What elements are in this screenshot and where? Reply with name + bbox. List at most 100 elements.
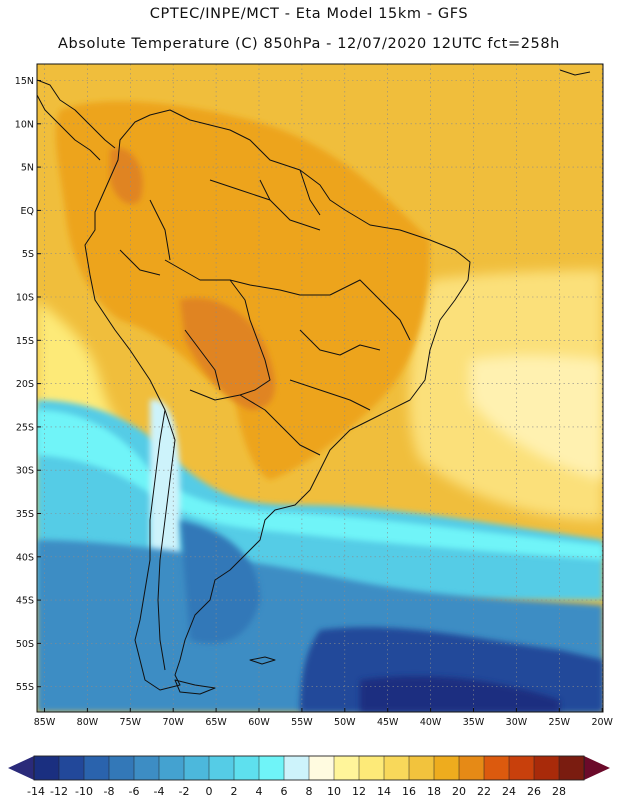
colorbar-box [383,755,410,781]
border-12 [119,249,161,276]
colorbar-label: -2 [179,785,190,798]
latitude-labels: 15N 10N 5N EQ 5S 10S 15S 20S 25S 30S 35S 40S 45S 50S 5… [15,76,41,693]
colorbar-box [158,755,185,781]
lat-label: 35S [16,509,34,520]
border-3 [239,394,321,456]
colorbar-label: -14 [27,785,45,798]
colorbar-boxes [33,755,585,781]
colorbar-box [183,755,210,781]
colorbar-box [358,755,385,781]
border-13 [259,179,271,201]
caribbean-island-1 [559,69,591,76]
temperature-field [37,64,603,712]
field-atlantic-pale [470,355,603,480]
field-land-warm [55,101,431,481]
colorbar-box [508,755,535,781]
colorbar-label: 24 [502,785,516,798]
lon-label: 80W [77,717,99,728]
colorbar-label: 4 [256,785,263,798]
central-america-south [37,94,101,161]
colorbar-label: -4 [154,785,165,798]
colorbar-box [533,755,560,781]
colorbar-box [408,755,435,781]
colorbar-label: 28 [552,785,566,798]
lon-label: 30W [506,717,528,728]
colorbar-outline [33,755,585,781]
lon-label: 75W [120,717,142,728]
lon-label: 65W [205,717,227,728]
colorbar-label: 0 [206,785,213,798]
title-line-2: Absolute Temperature (C) 850hPa - 12/07/… [58,36,560,52]
map-frame [36,63,604,713]
colorbar-box [558,755,585,781]
colorbar-label: 14 [377,785,391,798]
colorbar-box [58,755,85,781]
lat-label: 15S [16,336,34,347]
colorbar-box [133,755,160,781]
lat-label: 45S [16,596,34,607]
border-9 [329,279,411,341]
lon-label: 20W [591,717,613,728]
longitude-labels: 85W 80W 75W 70W 65W 60W 55W 50W 45W 40W 35W 30W 25W 2… [34,708,614,728]
lat-label: 5S [22,249,34,260]
border-14 [299,169,321,216]
lat-label: 50S [16,639,34,650]
lon-label: 50W [334,717,356,728]
colorbar-label: 26 [527,785,541,798]
colorbar-box [108,755,135,781]
colorbar-box [83,755,110,781]
colorbar-box [33,755,60,781]
colorbar-high-arrow [584,756,610,780]
falklands [249,656,276,665]
central-america-coast [37,79,116,149]
lon-label: 25W [549,717,571,728]
colorbar-box [233,755,260,781]
coastlines [37,69,591,695]
lat-label: 10N [15,119,34,130]
colorbar-box [308,755,335,781]
colorbar-label: 22 [477,785,491,798]
field-andes-north-hot [110,148,143,204]
colorbar-label: 16 [402,785,416,798]
lon-label: 55W [291,717,313,728]
colorbar: -14 -12 -10 -8 -6 -4 -2 0 2 4 6 8 10 12 14 16 18 20 22 24 26… [8,755,610,798]
lon-label: 85W [34,717,56,728]
border-10 [299,329,381,356]
lat-label: 15N [15,76,34,87]
colorbar-label: 18 [427,785,441,798]
field-deepest-blue [360,676,560,712]
colorbar-label: 6 [281,785,288,798]
lon-label: 45W [377,717,399,728]
colorbar-box [333,755,360,781]
lon-label: 60W [248,717,270,728]
colorbar-label: -6 [129,785,140,798]
border-5 [184,329,221,391]
colorbar-low-arrow [8,756,34,780]
border-2 [229,279,271,396]
lon-label: 70W [162,717,184,728]
colorbar-labels: -14 -12 -10 -8 -6 -4 -2 0 2 4 6 8 10 12 14 16 18 20 22 24 26… [27,785,566,798]
colorbar-label: 10 [327,785,341,798]
colorbar-label: 8 [306,785,313,798]
colorbar-label: 20 [452,785,466,798]
border-11 [289,379,371,411]
border-1 [164,259,330,296]
title-line-1: CPTEC/INPE/MCT - Eta Model 15km - GFS [149,6,469,22]
border-8 [149,199,171,261]
south-america-coast [84,109,471,691]
lat-label: 5N [21,163,34,174]
colorbar-box [258,755,285,781]
colorbar-box [208,755,235,781]
lat-label: 40S [16,552,34,563]
lat-label: 55S [16,682,34,693]
field-patagonia-blue [180,520,260,644]
colorbar-label: 12 [352,785,366,798]
field-land-hot [180,298,275,410]
lat-label: 25S [16,422,34,433]
lat-label: EQ [21,206,34,217]
lat-label: 30S [16,466,34,477]
colorbar-label: -12 [50,785,68,798]
colorbar-label: -10 [75,785,93,798]
colorbar-box [283,755,310,781]
